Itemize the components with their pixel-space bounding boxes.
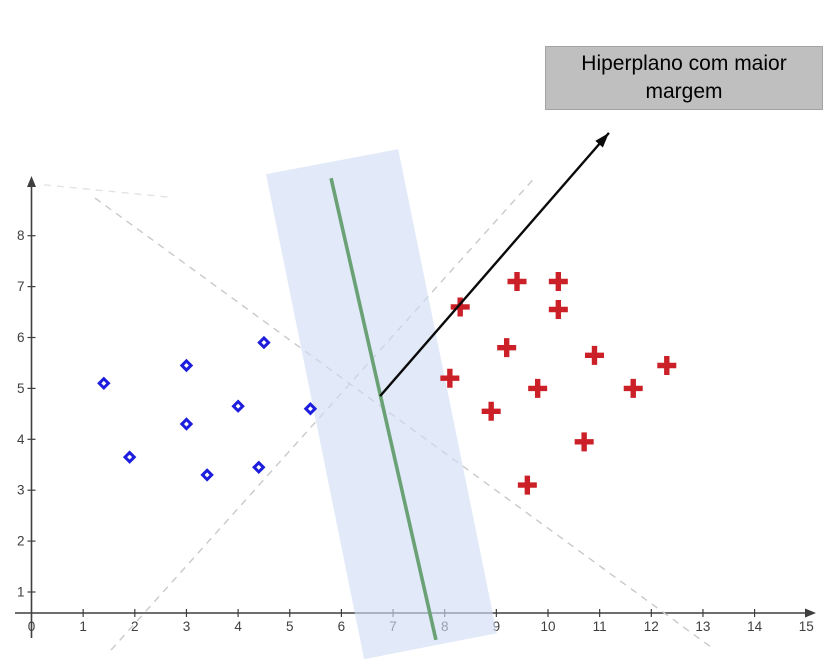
data-point-plus <box>517 475 537 495</box>
y-tick-label: 6 <box>17 330 25 345</box>
y-tick-label: 5 <box>17 381 25 396</box>
data-point-plus <box>481 401 501 421</box>
data-point-plus <box>584 345 604 365</box>
y-axis-arrowhead <box>27 176 36 187</box>
x-tick-label: 15 <box>799 619 814 634</box>
x-tick-label: 14 <box>747 619 763 634</box>
x-tick-label: 5 <box>286 619 294 634</box>
data-point-plus <box>657 355 677 375</box>
hyperplane-line <box>329 177 438 641</box>
x-tick-label: 12 <box>644 619 659 634</box>
data-point-plus <box>450 297 470 317</box>
data-point-diamond <box>179 358 194 373</box>
y-tick-label: 8 <box>17 228 25 243</box>
x-tick-label: 2 <box>131 619 139 634</box>
data-point-plus <box>528 378 548 398</box>
x-axis-arrowhead <box>805 608 816 618</box>
x-tick-label: 4 <box>234 619 242 634</box>
data-point-plus <box>507 272 527 292</box>
x-tick-label: 6 <box>338 619 346 634</box>
annotation-arrow-line <box>379 132 610 397</box>
data-point-plus <box>574 432 594 452</box>
annotation-arrow-head <box>595 132 609 148</box>
label-box: Hiperplano com maior margem <box>545 46 823 110</box>
data-point-plus <box>440 368 460 388</box>
x-tick-label: 13 <box>695 619 710 634</box>
y-tick-label: 4 <box>17 432 25 447</box>
y-tick-label: 2 <box>17 534 25 549</box>
data-point-diamond <box>179 417 194 431</box>
x-tick-label: 9 <box>493 619 501 634</box>
x-tick-label: 3 <box>183 619 191 634</box>
y-tick-label: 7 <box>17 279 25 294</box>
data-point-plus <box>548 300 568 320</box>
y-tick-label: 1 <box>17 585 25 600</box>
data-point-plus <box>623 378 643 398</box>
data-point-plus <box>497 338 517 358</box>
data-point-diamond <box>257 335 271 350</box>
data-point-diamond <box>252 460 266 475</box>
x-tick-label: 1 <box>79 619 87 634</box>
data-point-diamond <box>200 468 214 482</box>
x-tick-label: 0 <box>28 619 36 634</box>
label-box-text: Hiperplano com maior margem <box>581 52 787 103</box>
x-tick-label: 11 <box>593 619 607 634</box>
data-point-diamond <box>231 399 245 413</box>
x-tick-label: 10 <box>540 619 555 634</box>
data-point-diamond <box>122 450 137 464</box>
data-point-diamond <box>303 402 318 416</box>
candidate-hyperplane-dashed-line <box>43 184 168 198</box>
data-point-plus <box>548 272 568 292</box>
data-point-diamond <box>97 376 111 391</box>
y-tick-label: 3 <box>17 483 25 498</box>
